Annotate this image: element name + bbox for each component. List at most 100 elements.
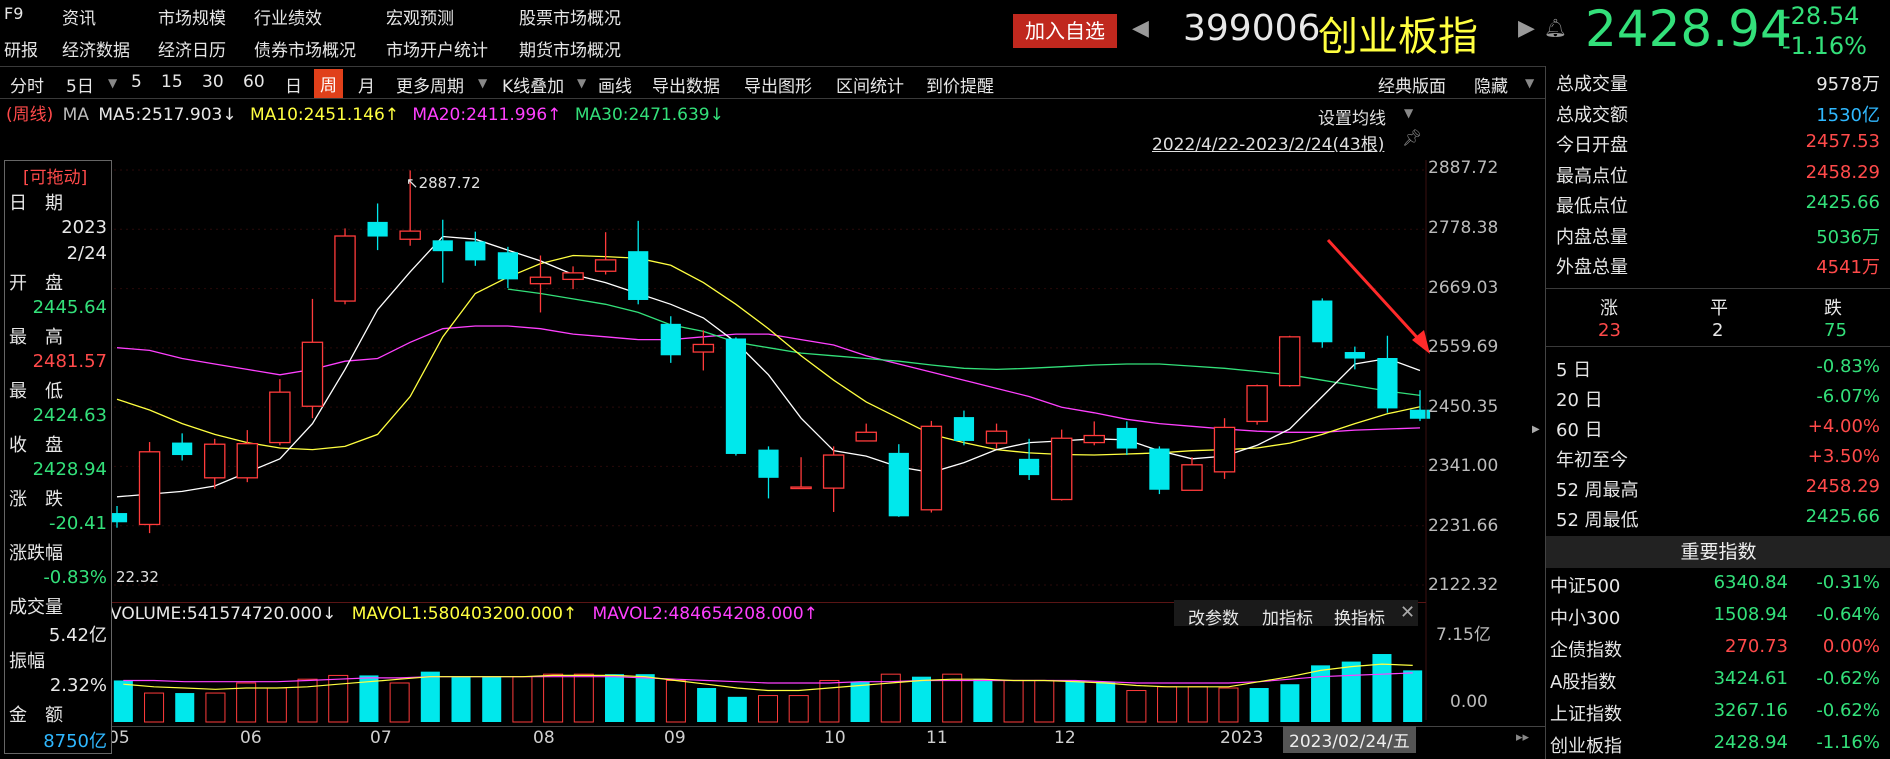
index-name[interactable]: 创业板指 [1550, 736, 1622, 757]
volume-bar [512, 676, 533, 723]
tab-weekly[interactable]: 周 [314, 69, 343, 98]
draggable-label[interactable]: [可拖动] [23, 168, 88, 188]
prev-stock-icon[interactable]: ◀ [1132, 16, 1149, 41]
stat-label: 今日开盘 [1556, 135, 1628, 156]
volume-bar [1187, 686, 1208, 723]
draw-line-button[interactable]: 画线 [598, 77, 632, 97]
volume-label: 成交量 [9, 597, 63, 618]
price-alert-button[interactable]: 到价提醒 [926, 77, 994, 97]
volume-bar [297, 678, 318, 723]
stat-label: 最高点位 [1556, 165, 1628, 187]
volume-bar [543, 673, 564, 723]
ma-settings-dropdown-icon[interactable]: ▼ [1404, 106, 1414, 120]
expand-right-icon[interactable]: ▶ [1532, 424, 1540, 435]
volume-bar [205, 692, 226, 723]
volume-bar [113, 680, 133, 722]
kline-overlay-dropdown-icon[interactable]: ▼ [577, 76, 587, 90]
key-indices-title: 重要指数 [1546, 536, 1890, 568]
volume-bar [1157, 686, 1178, 723]
candle-body [953, 417, 975, 441]
tab-30min[interactable]: 30 [202, 72, 224, 92]
perf-value: 2425.66 [1805, 506, 1880, 527]
stat-label: 外盘总量 [1556, 257, 1628, 278]
tab-monthly[interactable]: 月 [358, 77, 375, 97]
menu-research[interactable]: 研报 [4, 41, 38, 61]
volume-bar [1096, 681, 1116, 722]
candle-body [1116, 427, 1137, 449]
ma10-value: MA10:2451.146↑ [249, 105, 399, 125]
classic-layout-button[interactable]: 经典版面 [1378, 77, 1446, 97]
x-tick: 07 [370, 728, 392, 748]
candle-body [203, 443, 226, 479]
5day-dropdown-icon[interactable]: ▼ [108, 76, 118, 90]
export-data-button[interactable]: 导出数据 [652, 77, 720, 97]
date-range-label[interactable]: 2022/4/22-2023/2/24(43根) [1152, 135, 1385, 155]
bell-icon[interactable]: 🔔︎ [1544, 18, 1567, 39]
menu-bond-overview[interactable]: 债券市场概况 [254, 41, 356, 61]
candle-body [692, 343, 715, 353]
menu-market-size[interactable]: 市场规模 [158, 9, 226, 29]
panel-toggle-icon[interactable] [1530, 422, 1540, 436]
add-favorite-button[interactable]: 加入自选 [1013, 14, 1117, 48]
ma30-value: MA30:2471.639↓ [574, 105, 724, 125]
perf-label: 5 日 [1556, 360, 1592, 381]
up-label: 涨 [1600, 298, 1618, 319]
index-name[interactable]: 企债指数 [1550, 640, 1622, 661]
tab-60min[interactable]: 60 [243, 72, 265, 92]
last-price: 2428.94 [1585, 0, 1792, 58]
volume-bar [665, 679, 686, 723]
index-change-pct: -0.62% [1816, 700, 1880, 721]
low-value: 2424.63 [32, 405, 107, 426]
menu-f9[interactable]: F9 [4, 4, 24, 23]
candle-body [432, 240, 453, 252]
volume-bar [880, 673, 901, 723]
menu-econ-calendar[interactable]: 经济日历 [158, 41, 226, 61]
volume-bar [451, 676, 471, 722]
more-periods-button[interactable]: 更多周期 [396, 77, 464, 97]
close-indicator-icon[interactable]: ✕ [1400, 602, 1416, 623]
volume-bar [236, 682, 257, 723]
more-periods-dropdown-icon[interactable]: ▼ [478, 76, 488, 90]
index-name[interactable]: A股指数 [1550, 672, 1617, 693]
index-name[interactable]: 中小300 [1550, 608, 1621, 629]
range-stats-button[interactable]: 区间统计 [836, 77, 904, 97]
hide-button[interactable]: 隐藏 [1474, 77, 1508, 97]
hide-dropdown-icon[interactable]: ▼ [1525, 76, 1535, 90]
ma-settings-button[interactable]: 设置均线 [1318, 109, 1386, 129]
index-change-pct: -1.16% [1816, 732, 1880, 753]
tab-5min[interactable]: 5 [131, 72, 142, 92]
index-value: 3267.16 [1713, 700, 1788, 721]
pin-icon[interactable]: 📌︎ [1402, 128, 1423, 147]
y-tick: 2778.38 [1428, 218, 1499, 238]
volume-bar [1249, 688, 1269, 722]
ma20-value: MA20:2411.996↑ [412, 105, 562, 125]
info-box[interactable]: [可拖动] 日 期 2023 2/24 开 盘 2445.64 最 高 2481… [4, 160, 112, 754]
scroll-right-icon[interactable]: ▸▸ [1516, 730, 1530, 745]
x-tick: 10 [824, 728, 846, 748]
menu-account-stats[interactable]: 市场开户统计 [386, 41, 488, 61]
tab-daily[interactable]: 日 [285, 77, 302, 97]
candle-body [1312, 300, 1333, 343]
menu-macro-forecast[interactable]: 宏观预测 [386, 9, 454, 29]
add-indicator-button[interactable]: 加指标 [1262, 609, 1313, 629]
tab-15min[interactable]: 15 [161, 72, 183, 92]
menu-econ-data[interactable]: 经济数据 [62, 41, 130, 61]
next-stock-icon[interactable]: ▶ [1518, 16, 1535, 41]
kline-overlay-button[interactable]: K线叠加 [502, 77, 565, 97]
switch-indicator-button[interactable]: 换指标 [1334, 609, 1385, 629]
flat-count: 2 [1712, 320, 1724, 341]
menu-futures-overview[interactable]: 期货市场概况 [519, 41, 621, 61]
change-label: 涨 跌 [9, 489, 63, 510]
menu-industry-perf[interactable]: 行业绩效 [254, 9, 322, 29]
menu-stock-overview[interactable]: 股票市场概况 [519, 9, 621, 29]
tab-minute[interactable]: 分时 [10, 77, 44, 97]
stat-value: 1530亿 [1816, 104, 1880, 126]
change-params-button[interactable]: 改参数 [1188, 609, 1239, 629]
kline-chart[interactable] [0, 0, 1545, 759]
menu-news[interactable]: 资讯 [62, 9, 96, 29]
index-name[interactable]: 上证指数 [1550, 704, 1622, 725]
export-chart-button[interactable]: 导出图形 [744, 77, 812, 97]
index-name[interactable]: 中证500 [1550, 576, 1621, 597]
tab-5day[interactable]: 5日 [66, 77, 94, 97]
candle-body [855, 431, 877, 442]
